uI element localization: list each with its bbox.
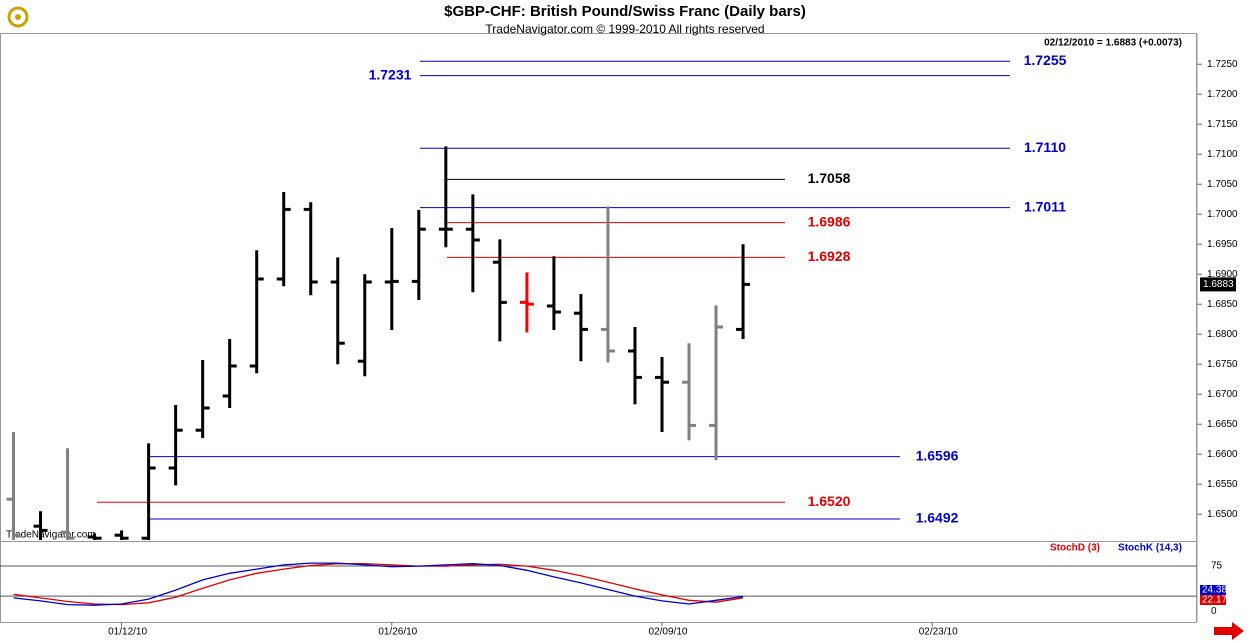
y-tick-label: 1.7100 xyxy=(1207,149,1238,160)
quote: 02/12/2010 = 1.6883 (+0.0073) xyxy=(1044,38,1182,49)
y-tick-label: 1.7200 xyxy=(1207,89,1238,100)
level-label: 1.7231 xyxy=(369,66,412,82)
level-label: 1.6986 xyxy=(808,213,851,229)
x-tick-label: 02/23/10 xyxy=(919,627,958,638)
y-tick-label: 1.6950 xyxy=(1207,239,1238,250)
y-tick-label: 1.6800 xyxy=(1207,329,1238,340)
stoch-value-box xyxy=(1200,585,1226,595)
legend-label: StochD (3) xyxy=(1050,543,1100,554)
y-tick-label: 1.6850 xyxy=(1207,299,1238,310)
y-tick-label: 1.6700 xyxy=(1207,389,1238,400)
y-tick-label: 1.6550 xyxy=(1207,479,1238,490)
x-tick-label: 01/12/10 xyxy=(108,627,147,638)
stoch-value-label: 24.38 xyxy=(1202,585,1227,596)
stoch-value-box xyxy=(1200,595,1226,605)
x-tick-label: 01/26/10 xyxy=(378,627,417,638)
watermark: TradeNavigator.com xyxy=(6,530,96,541)
y-tick-label: 1.7050 xyxy=(1207,179,1238,190)
y-tick-label: 1.6900 xyxy=(1207,269,1238,280)
level-label: 1.7255 xyxy=(1024,52,1067,68)
last-price-label: 1.6883 xyxy=(1203,279,1234,290)
stoch-value-label: 22.17 xyxy=(1202,595,1227,606)
y-tick-label: 1.7000 xyxy=(1207,209,1238,220)
chart-title: $GBP-CHF: British Pound/Swiss Franc (Dai… xyxy=(444,3,806,20)
y-tick-label: 1.6650 xyxy=(1207,419,1238,430)
subtitle: TradeNavigator.com © 1999-2010 All right… xyxy=(485,22,764,36)
stoch-tick-label: 75 xyxy=(1211,561,1223,572)
y-tick-label: 1.7150 xyxy=(1207,119,1238,130)
stoch-line xyxy=(13,563,744,606)
y-tick-label: 1.6600 xyxy=(1207,449,1238,460)
y-tick-label: 1.6500 xyxy=(1207,509,1238,520)
level-label: 1.7058 xyxy=(808,170,851,186)
level-label: 1.6520 xyxy=(808,493,851,509)
stoch-tick-label: 0 xyxy=(1211,606,1217,617)
scroll-arrow[interactable] xyxy=(1214,622,1244,640)
y-tick-label: 1.7250 xyxy=(1207,59,1238,70)
logo xyxy=(7,6,29,28)
level-label: 1.7011 xyxy=(1024,198,1066,214)
level-label: 1.6596 xyxy=(916,447,959,463)
level-label: 1.6492 xyxy=(916,510,959,526)
last-price-box xyxy=(1200,277,1236,292)
stoch-line xyxy=(13,562,744,606)
level-label: 1.7110 xyxy=(1024,139,1066,155)
legend-label: StochK (14,3) xyxy=(1118,543,1182,554)
x-tick-label: 02/09/10 xyxy=(649,627,688,638)
level-label: 1.6928 xyxy=(808,248,851,264)
y-tick-label: 1.6750 xyxy=(1207,359,1238,370)
